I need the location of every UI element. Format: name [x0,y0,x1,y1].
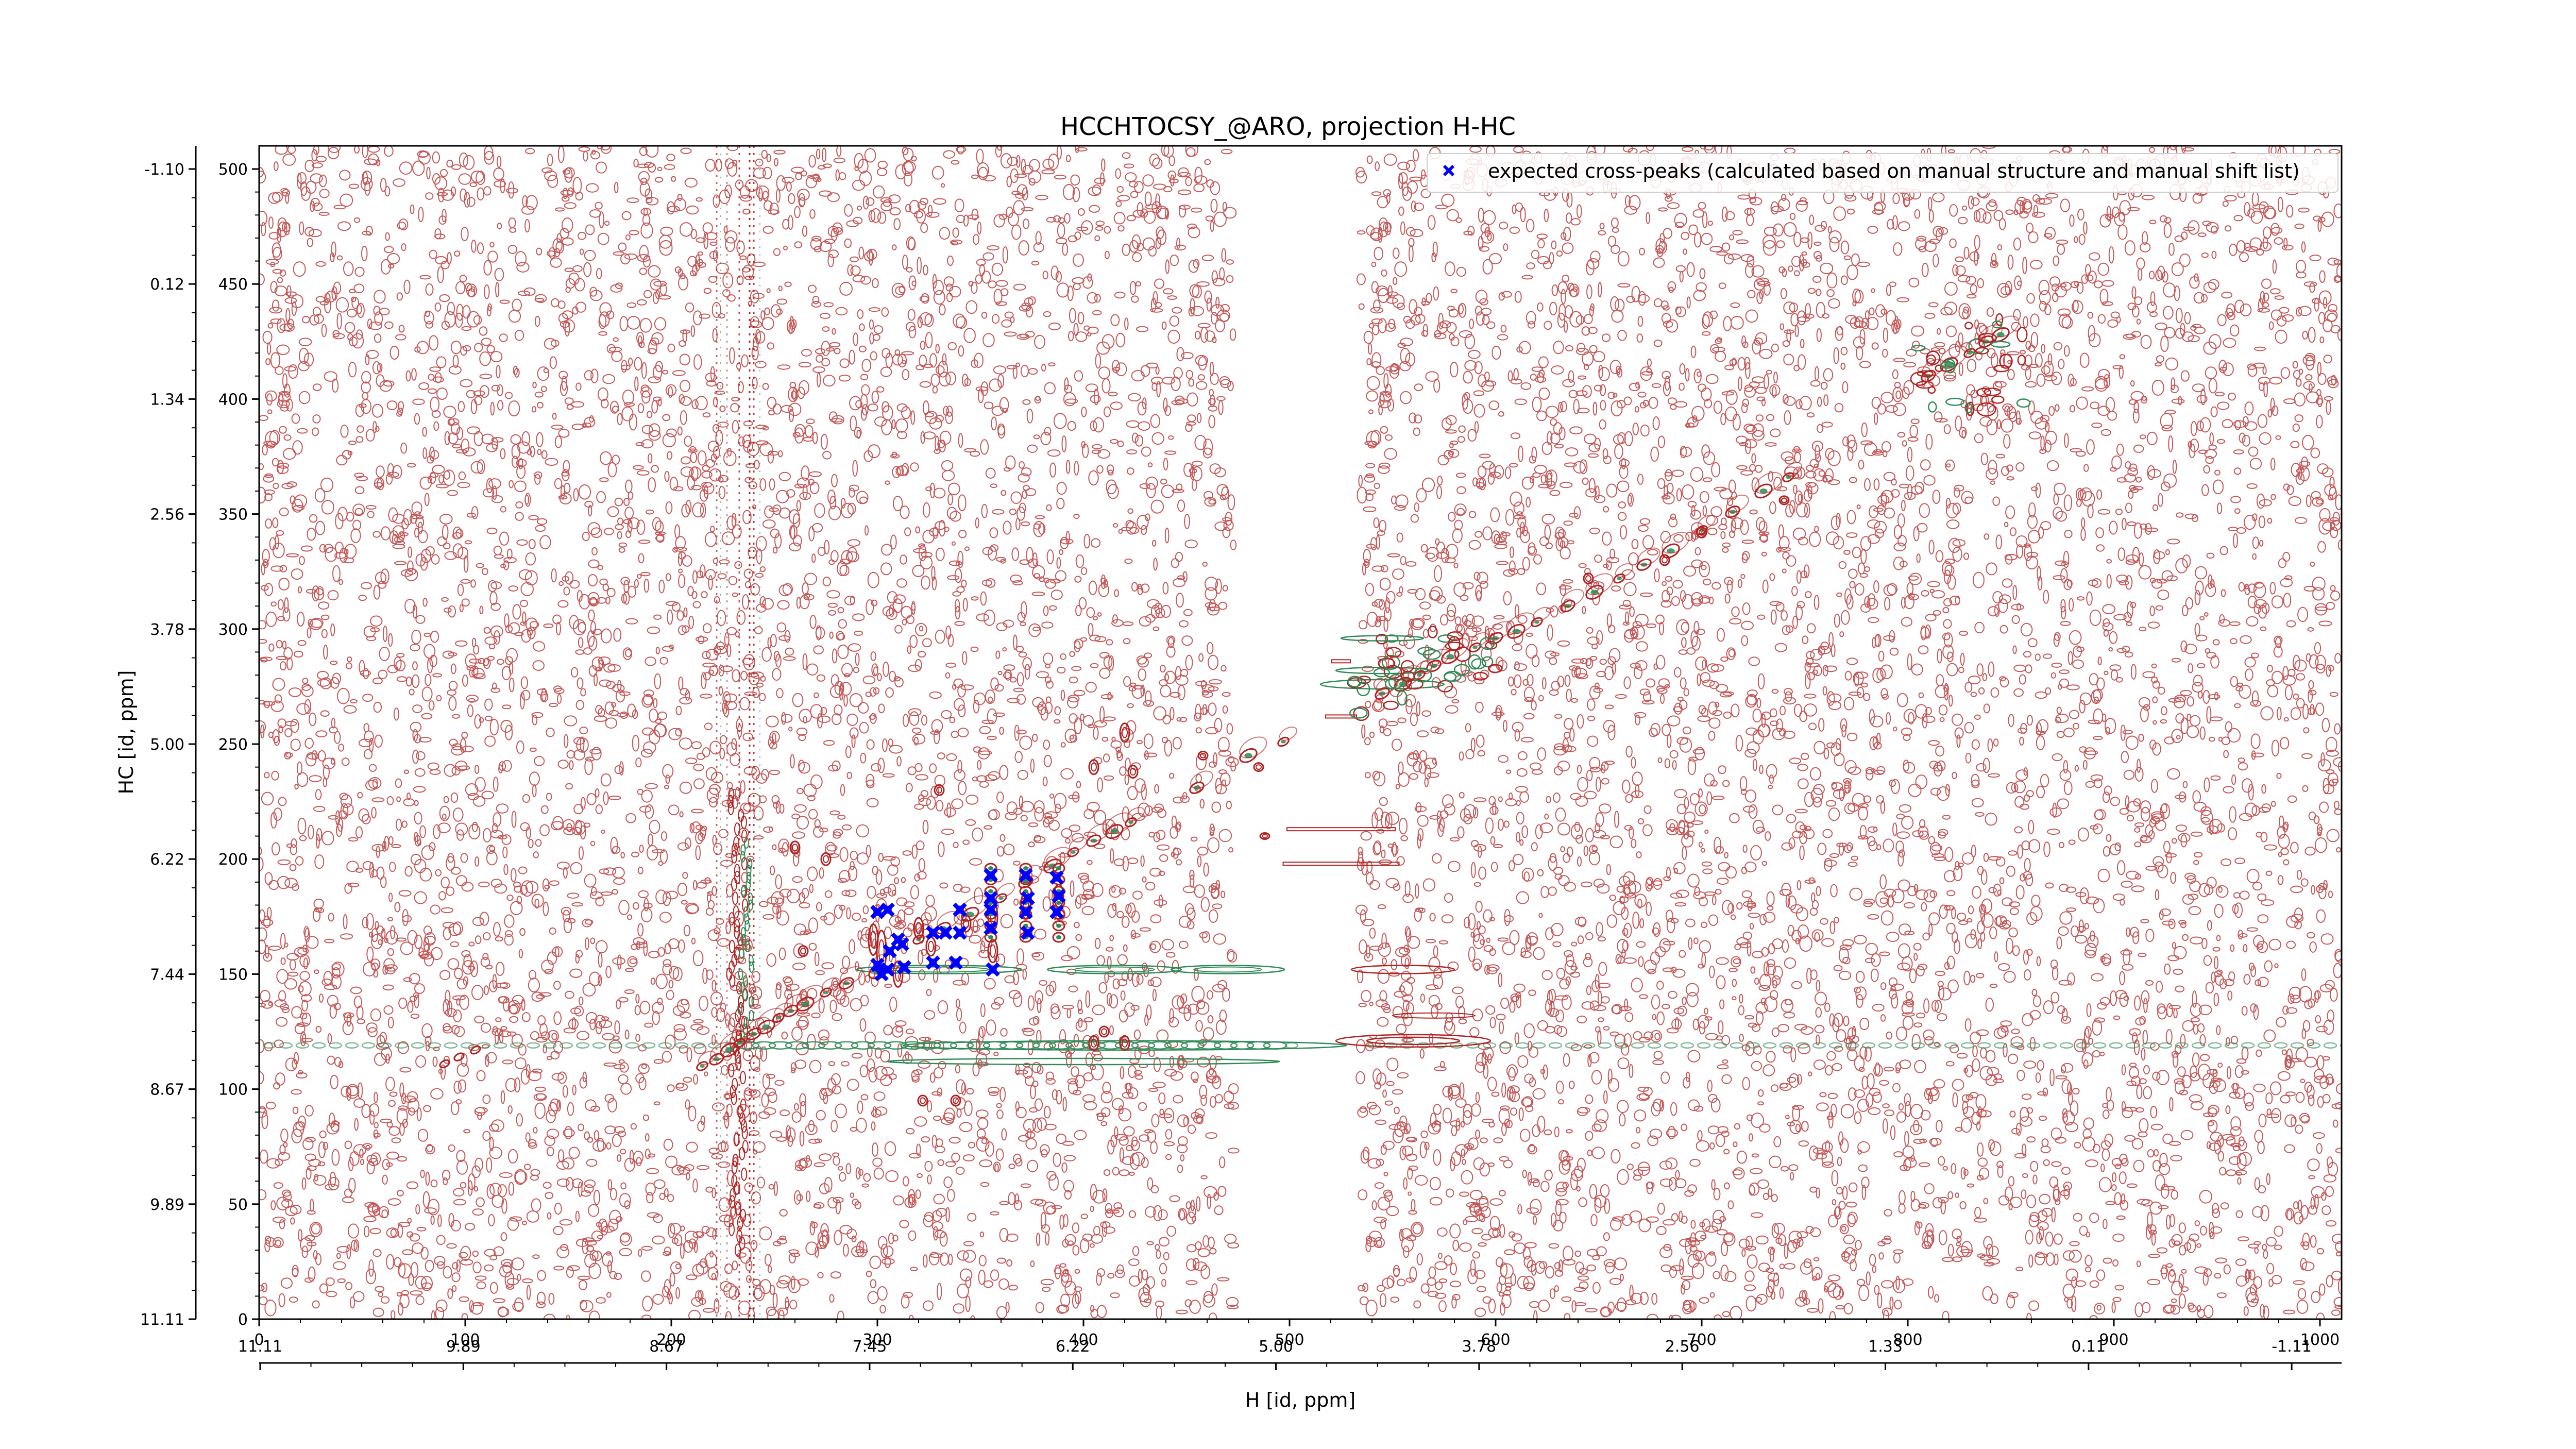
legend-entry-label: expected cross-peaks (calculated based o… [1488,160,2300,182]
y-index-tick-label: 50 [228,1196,248,1214]
y-ppm-tick-label: 3.78 [150,621,184,639]
y-ppm-tick-label: -1.10 [144,161,184,179]
expected-cross-peak-marker [1051,872,1062,883]
expected-cross-peak-marker [1053,890,1064,902]
expected-cross-peak-marker [1022,892,1033,904]
y-index-tick-label: 400 [218,391,248,409]
y-ppm-tick-label: 2.56 [150,506,184,524]
y-ppm-tick-label: 8.67 [150,1081,184,1099]
x-ppm-tick-label: -1.11 [2272,1338,2312,1356]
x-ppm-tick-label: 11.11 [238,1338,282,1356]
y-ppm-tick-label: 11.11 [140,1311,184,1329]
expected-cross-peak-marker [954,927,965,938]
x-ppm-tick-label: 3.78 [1462,1338,1496,1356]
expected-cross-peak-marker [1020,869,1031,881]
x-ppm-tick-label: 9.89 [446,1338,481,1356]
y-index-tick-label: 350 [218,506,248,524]
expected-cross-peak-marker [872,906,883,918]
y-ppm-tick-label: 6.22 [150,851,184,869]
expected-cross-peak-marker [1022,927,1033,938]
expected-cross-peak-marker [1051,906,1062,918]
expected-cross-peak-marker [950,957,961,968]
x-ppm-tick-label: 1.33 [1868,1338,1903,1356]
y-index-tick-label: 200 [218,851,248,869]
expected-cross-peak-marker [882,964,893,975]
chart-title: HCCHTOCSY_@ARO, projection H-HC [1060,112,1516,141]
expected-cross-peak-marker [987,964,998,975]
expected-cross-peak-marker [896,938,908,950]
x-ppm-tick-label: 0.11 [2071,1338,2106,1356]
expected-cross-peak-marker [940,927,951,938]
expected-cross-peak-marker [985,892,996,904]
expected-cross-peak-marker [927,927,939,938]
y-axis-label: HC [id, ppm] [115,670,138,795]
y-ppm-tick-label: 1.34 [150,391,184,409]
expected-cross-peak-marker [985,922,996,934]
expected-cross-peak-marker [899,962,910,973]
x-ppm-tick-label: 8.67 [649,1338,684,1356]
x-axis-label: H [id, ppm] [1245,1389,1355,1411]
x-ppm-tick-label: 2.56 [1665,1338,1700,1356]
y-index-tick-label: 100 [218,1081,248,1099]
expected-cross-peak-marker [882,904,893,915]
x-ppm-tick-label: 5.00 [1259,1338,1293,1356]
expected-cross-peak-marker [884,946,895,957]
expected-cross-peak-marker [927,957,939,968]
y-ppm-tick-label: 7.44 [150,966,184,984]
y-index-tick-label: 0 [238,1311,248,1329]
y-index-tick-label: 300 [218,621,248,639]
y-ppm-tick-label: 5.00 [150,736,184,754]
legend: expected cross-peaks (calculated based o… [1427,154,2338,192]
y-index-tick-label: 250 [218,736,248,754]
expected-cross-peak-marker [954,904,965,915]
y-ppm-tick-label: 0.12 [150,276,184,294]
expected-cross-peak-marker [1020,906,1031,918]
y-ppm-tick-label: 9.89 [150,1196,184,1214]
expected-cross-peak-marker [985,869,996,881]
y-index-tick-label: 150 [218,966,248,984]
expected-cross-peak-marker [985,904,996,915]
y-index-tick-label: 450 [218,276,248,294]
x-ppm-tick-label: 7.45 [853,1338,887,1356]
plot-area [255,140,2353,1326]
plot-background [259,146,2342,1319]
x-ppm-tick-label: 6.22 [1056,1338,1090,1356]
y-index-tick-label: 500 [218,161,248,179]
